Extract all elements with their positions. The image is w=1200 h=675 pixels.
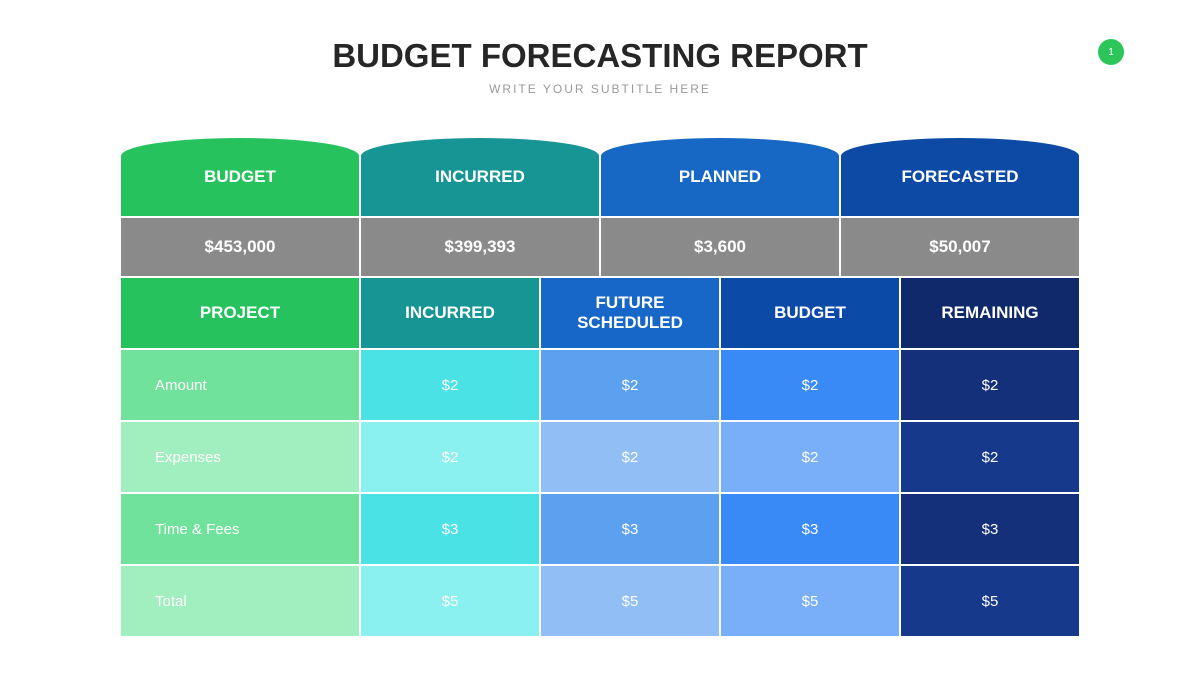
summary-value: $3,600 [601, 218, 839, 276]
summary-label: PLANNED [601, 138, 839, 216]
row-label: Time & Fees [121, 494, 359, 564]
table-cell: $5 [361, 566, 539, 636]
summary-label: FORECASTED [841, 138, 1079, 216]
summary-label: BUDGET [121, 138, 359, 216]
column-header: INCURRED [361, 278, 539, 348]
table-cell: $2 [361, 422, 539, 492]
table-cell: $2 [361, 350, 539, 420]
summary-value: $399,393 [361, 218, 599, 276]
column-header: PROJECT [121, 278, 359, 348]
table-cell: $2 [541, 350, 719, 420]
subtitle: WRITE YOUR SUBTITLE HERE [489, 82, 711, 96]
column-header: REMAINING [901, 278, 1079, 348]
summary-label: INCURRED [361, 138, 599, 216]
table-cell: $3 [721, 494, 899, 564]
table-cell: $2 [541, 422, 719, 492]
table-cell: $3 [901, 494, 1079, 564]
page-number: 1 [1098, 39, 1124, 65]
row-label: Amount [121, 350, 359, 420]
row-label: Expenses [121, 422, 359, 492]
table-cell: $2 [721, 422, 899, 492]
table-cell: $2 [901, 422, 1079, 492]
table-cell: $2 [721, 350, 899, 420]
table-cell: $3 [541, 494, 719, 564]
column-header: FUTURE SCHEDULED [541, 278, 719, 348]
row-label: Total [121, 566, 359, 636]
table-cell: $2 [901, 350, 1079, 420]
table-cell: $3 [361, 494, 539, 564]
title: BUDGET FORECASTING REPORT [332, 37, 868, 74]
table-cell: $5 [541, 566, 719, 636]
column-header: BUDGET [721, 278, 899, 348]
summary-value: $50,007 [841, 218, 1079, 276]
summary-value: $453,000 [121, 218, 359, 276]
table-cell: $5 [721, 566, 899, 636]
table-cell: $5 [901, 566, 1079, 636]
